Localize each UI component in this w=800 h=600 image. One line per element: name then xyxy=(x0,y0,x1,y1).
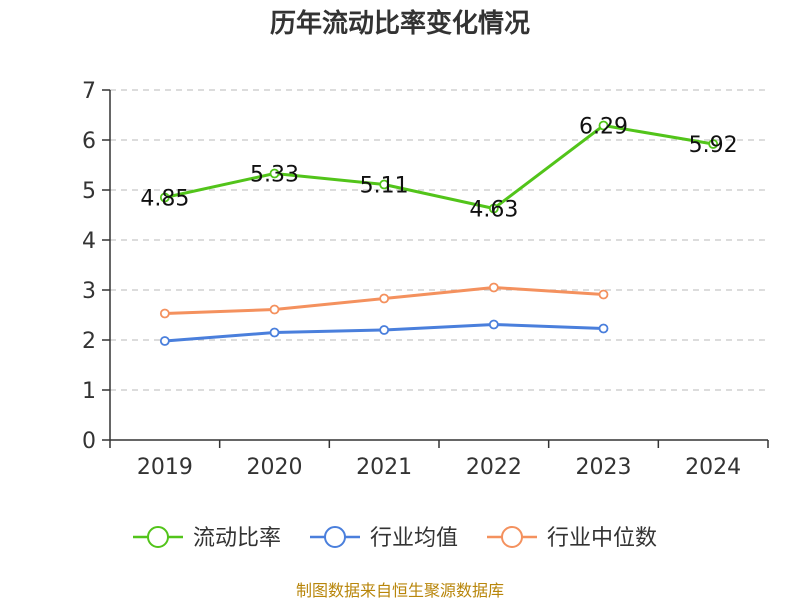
data-point[interactable] xyxy=(159,336,170,346)
data-point[interactable] xyxy=(379,293,390,304)
series-line-0 xyxy=(164,124,714,210)
grid-lines xyxy=(110,89,768,391)
data-point[interactable] xyxy=(488,319,499,330)
data-point[interactable] xyxy=(598,289,609,300)
x-tick-label: 2020 xyxy=(247,455,303,480)
series-layer xyxy=(159,120,719,346)
source-footer: 制图数据来自恒生聚源数据库 xyxy=(296,581,504,600)
y-tick-label: 7 xyxy=(82,79,96,104)
x-tick-label: 2022 xyxy=(466,455,522,480)
data-point[interactable] xyxy=(159,308,170,319)
data-point[interactable] xyxy=(379,325,390,335)
x-tick-label: 2023 xyxy=(576,455,632,480)
data-point[interactable] xyxy=(598,120,609,131)
data-point[interactable] xyxy=(269,168,280,179)
legend-marker-icon xyxy=(147,526,169,548)
data-point[interactable] xyxy=(488,203,499,214)
y-tick-label: 0 xyxy=(82,429,96,454)
legend-item-0[interactable]: 流动比率 xyxy=(133,526,281,551)
y-tick-label: 1 xyxy=(82,379,96,404)
chart-title: 历年流动比率变化情况 xyxy=(270,8,530,39)
data-label: 6.29 xyxy=(579,115,628,140)
legend-marker-icon xyxy=(324,526,346,548)
data-point[interactable] xyxy=(488,282,499,293)
legend-label: 行业均值 xyxy=(370,526,458,551)
data-label: 5.92 xyxy=(689,133,738,158)
y-tick-label: 6 xyxy=(82,129,96,154)
data-label: 5.33 xyxy=(250,163,299,188)
data-point[interactable] xyxy=(379,179,390,190)
data-label: 5.11 xyxy=(360,174,409,199)
legend-item-1[interactable]: 行业均值 xyxy=(310,526,458,551)
data-point[interactable] xyxy=(598,323,609,334)
data-label: 4.85 xyxy=(140,187,189,212)
data-label: 4.63 xyxy=(469,198,518,223)
y-tick-label: 3 xyxy=(82,279,96,304)
axes: 0 1 2 3 4 5 6 7 2019 2020 2021 2022 2023 2024 xyxy=(82,79,769,480)
data-point[interactable] xyxy=(269,304,280,315)
data-labels: 4.85 5.33 5.11 4.63 6.29 5.92 xyxy=(140,115,737,223)
legend-label: 流动比率 xyxy=(193,526,281,551)
x-tick-label: 2021 xyxy=(356,455,412,480)
legend[interactable]: 流动比率 行业均值 行业中位数 xyxy=(133,526,657,551)
x-tick-label: 2024 xyxy=(685,455,741,480)
y-tick-label: 2 xyxy=(82,329,96,354)
data-point[interactable] xyxy=(708,139,719,149)
x-tick-label: 2019 xyxy=(137,455,193,480)
data-point[interactable] xyxy=(159,192,170,203)
data-point[interactable] xyxy=(269,327,280,338)
y-tick-label: 5 xyxy=(82,179,96,204)
legend-marker-icon xyxy=(501,526,523,548)
legend-label: 行业中位数 xyxy=(547,526,657,551)
y-tick-label: 4 xyxy=(82,229,96,254)
legend-item-2[interactable]: 行业中位数 xyxy=(487,526,657,551)
